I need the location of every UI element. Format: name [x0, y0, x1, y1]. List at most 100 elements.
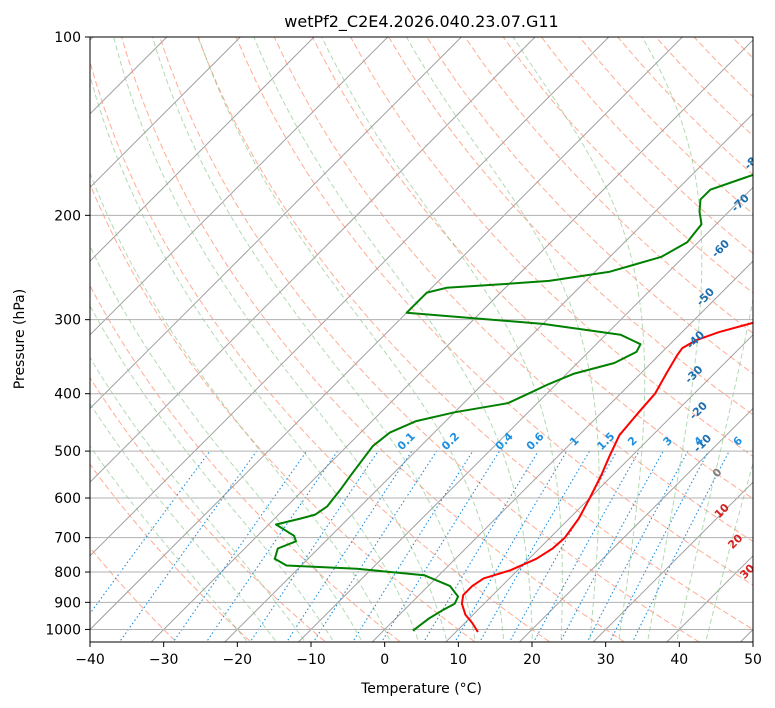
mixing-ratio-line — [352, 450, 474, 642]
isotherm-line — [445, 334, 753, 642]
isotherm-line — [90, 37, 536, 483]
plot-frame — [89, 36, 754, 643]
isotherm-line — [90, 37, 242, 189]
moist-adiabat-line — [321, 37, 563, 642]
mixing-ratio-line — [609, 450, 709, 642]
mixing-ratio-line — [312, 450, 438, 642]
isotherm-line — [90, 37, 610, 557]
x-tick-label: 30 — [597, 652, 615, 668]
y-tick-label: 200 — [54, 208, 81, 224]
dry-adiabat-line — [311, 37, 753, 500]
isotherm-label: 0 — [710, 465, 725, 480]
theta-label: 10 — [712, 501, 732, 521]
mixing-ratio-line — [249, 450, 379, 642]
isotherm-label: -30 — [682, 363, 705, 386]
mixing-ratio-line — [286, 450, 413, 642]
dry-adiabat-line — [90, 546, 178, 642]
theta-label: 40 — [752, 591, 772, 611]
dry-adiabat-line — [90, 182, 476, 642]
moist-adiabat-line — [512, 37, 646, 642]
mixing-ratio-line — [423, 450, 539, 642]
moist-adiabat-line — [705, 461, 753, 642]
x-tick-label: 0 — [380, 652, 389, 668]
axes: −40 −30 −20 −10 0 10 20 30 40 5010020030040050060… — [45, 30, 762, 668]
background-lines — [90, 37, 775, 647]
theta-label: 30 — [737, 561, 757, 581]
x-tick-label: −10 — [296, 652, 326, 668]
mixing-ratio-line — [631, 450, 730, 642]
dry-adiabat-line — [273, 37, 753, 543]
mixing-ratio-label: 2 — [625, 434, 640, 449]
moist-adiabat-line — [90, 356, 306, 642]
isotherm-label: -80 — [742, 149, 765, 172]
dry-adiabat-line — [90, 284, 402, 642]
moist-adiabat-line — [253, 37, 533, 642]
isotherm-label: -20 — [687, 399, 710, 422]
y-tick-label: 700 — [54, 531, 81, 547]
mixing-ratio-line — [172, 450, 308, 642]
isotherm-label: -40 — [684, 328, 707, 351]
isotherm-line — [739, 628, 753, 642]
x-tick-label: 20 — [523, 652, 541, 668]
moist-adiabat-line — [197, 37, 505, 642]
pressure-grid — [90, 37, 753, 630]
mixing-ratio-label: 6 — [731, 434, 746, 449]
mixing-ratio-line — [90, 450, 211, 615]
y-tick-label: 300 — [54, 313, 81, 329]
isotherm-line — [297, 186, 753, 642]
x-tick-label: 40 — [670, 652, 688, 668]
x-tick-label: 10 — [449, 652, 467, 668]
dry-adiabat-line — [90, 376, 327, 642]
moist-adiabat-line — [676, 297, 753, 642]
dry-adiabat-line — [90, 463, 252, 642]
y-tick-label: 900 — [54, 595, 81, 611]
dry-adiabat-line — [350, 37, 753, 458]
moist-adiabat-line — [405, 37, 600, 642]
moist-adiabat-line — [90, 445, 249, 642]
isotherm-line — [592, 481, 753, 642]
isotherm-line — [518, 407, 753, 642]
y-tick-label: 600 — [54, 491, 81, 507]
dry-adiabat-line — [502, 37, 753, 294]
y-tick-label: 800 — [54, 565, 81, 581]
isotherm-line — [90, 37, 463, 410]
y-axis-label: Pressure (hPa) — [12, 289, 28, 389]
isotherm-line — [150, 39, 753, 642]
isotherm-line — [90, 37, 389, 336]
moist-adiabat-line — [90, 171, 392, 642]
mixing-ratio-label: 0.6 — [524, 430, 547, 453]
isotherm-label: -90 — [757, 104, 775, 127]
sounding-series — [273, 173, 753, 633]
y-tick-label: 1000 — [45, 622, 81, 638]
dry-adiabat-line — [770, 37, 775, 647]
mixing-ratio-line — [559, 450, 664, 642]
mixing-ratio-line — [586, 450, 689, 642]
x-axis-label: Temperature (°C) — [360, 681, 482, 697]
y-tick-label: 400 — [54, 387, 81, 403]
moist-adiabat-line — [90, 304, 335, 642]
mixing-ratio-line — [454, 450, 568, 642]
moist-adiabat-line — [641, 37, 703, 642]
dry-adiabat-line — [426, 37, 753, 375]
moist-adiabat-line — [90, 74, 420, 642]
isotherm-label: -50 — [694, 285, 717, 308]
mixing-ratio-label: 3 — [661, 434, 676, 449]
mixing-ratio-label: 0.1 — [395, 430, 418, 453]
mixing-ratio-line — [205, 450, 338, 642]
moist-adiabat-line — [152, 37, 477, 642]
mixing-ratio-label: 0.4 — [493, 430, 516, 453]
mixing-ratio-label: 1.5 — [594, 430, 617, 453]
x-tick-label: −20 — [223, 652, 253, 668]
dry-adiabat-line — [388, 37, 753, 416]
dry-adiabat-line — [121, 37, 626, 642]
moist-adiabat-line — [90, 244, 363, 642]
mixing-ratio-line — [118, 450, 258, 642]
chart-title: wetPf2_C2E4.2026.040.23.07.G11 — [284, 12, 558, 32]
isotherm-label: -70 — [729, 191, 752, 214]
dry-adiabat-line — [655, 37, 753, 137]
mixing-ratio-line — [533, 450, 640, 642]
x-tick-label: −30 — [149, 652, 179, 668]
x-tick-label: 50 — [744, 652, 762, 668]
mixing-ratio-label: 8 — [756, 434, 771, 449]
